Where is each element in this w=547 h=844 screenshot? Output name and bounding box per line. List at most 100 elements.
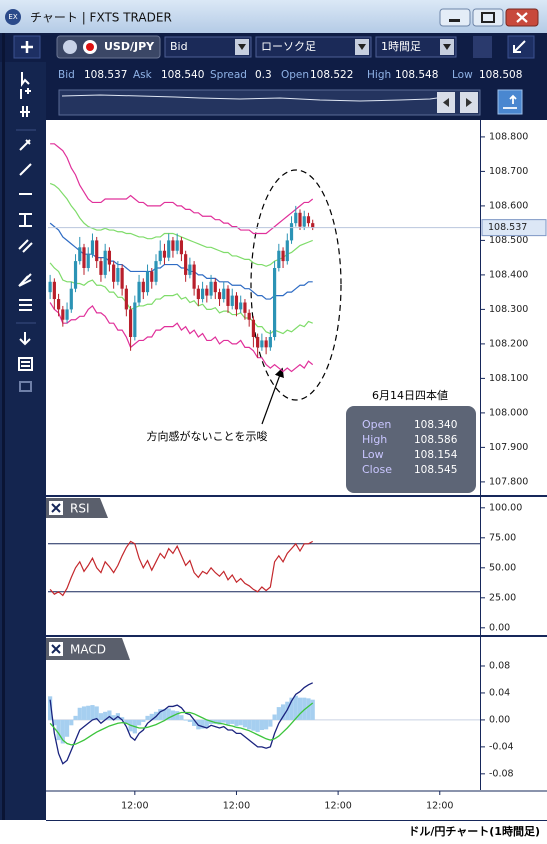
last-price-label: 108.537 [488,222,527,233]
histogram-bar [60,719,65,744]
info-label: Low [362,448,384,461]
y-tick-label: 108.300 [489,304,528,315]
histogram-bar [145,715,150,720]
candle-body [256,336,260,348]
minimize-button[interactable] [439,8,471,27]
scroll-toolbar-button[interactable] [473,36,492,58]
auto-scroll-button[interactable] [497,89,523,115]
fibo-tool[interactable] [19,299,32,311]
dropdown-arrow [358,44,366,50]
candle-body [247,312,251,320]
window-title: チャート | FXTS TRADER [30,11,172,25]
candle-body [188,264,192,275]
y-tick-label: 0.04 [489,687,510,698]
y-tick-label: -0.04 [489,741,514,752]
y-tick-label: 108.000 [489,407,528,418]
candle-body [289,223,294,241]
delete-tool[interactable] [19,332,31,346]
detach-button[interactable] [507,35,535,59]
histogram-bar [124,719,129,724]
candle-body [141,281,145,293]
fan-tool[interactable] [18,273,32,287]
candle-body [243,302,247,313]
y-tick-label: 0.00 [489,714,510,725]
candle-body [264,340,268,348]
hand-tool[interactable] [20,106,30,117]
candle-body [86,254,90,268]
candle-body [48,281,52,293]
histogram-bar [306,698,311,720]
y-tick-label: 50.00 [489,562,516,573]
histogram-bar [107,710,112,720]
histogram-bar [238,719,243,726]
candle-body [150,271,154,282]
candle-body [285,240,289,262]
chart-type-dropdown[interactable] [255,36,372,58]
candle-body [78,247,82,262]
camera-tool[interactable] [19,381,32,392]
y-tick-label: 108.800 [489,131,528,142]
vline-tool[interactable] [19,213,32,227]
histogram-bar [297,697,303,720]
quote-label: Ask [133,69,153,81]
info-label: Close [362,463,392,476]
candle-body [184,254,188,275]
timeframe-dropdown[interactable] [375,36,457,58]
tool-icons [18,72,33,392]
trend-tool[interactable] [19,139,31,151]
app-icon-text: EX [8,13,17,21]
candle-body [116,267,120,282]
maximize-icon [481,12,495,23]
series-line [49,682,313,765]
list-tool[interactable] [18,357,33,371]
y-tick-label: 107.800 [489,476,528,487]
histogram-bar [136,719,142,726]
crosshair-tool[interactable] [20,88,31,99]
cursor-tool[interactable] [21,72,30,87]
channel-tool[interactable] [18,239,33,253]
symbol-button[interactable] [56,35,161,59]
histogram-bar [217,719,222,725]
x-tick-label: 12:00 [426,801,453,812]
histogram-bar [225,719,231,725]
candle-body [294,212,298,224]
line-tool[interactable] [19,163,32,176]
window-border [2,33,5,820]
price-type-dropdown[interactable] [164,36,252,58]
histogram-bar [259,719,264,731]
histogram-bar [90,705,95,720]
app-icon [5,9,21,25]
histogram-bar [187,719,192,722]
dropdown-arrow [443,44,451,50]
candle-body [82,247,86,268]
highlight-ellipse [250,169,342,401]
histogram-bar [272,714,277,720]
candle-body [179,240,184,255]
candle-body [128,309,133,337]
y-tick-label: 100.00 [489,502,522,513]
histogram-bar [120,717,125,720]
band-line [49,302,314,373]
histogram-bar [149,713,154,720]
histogram-bar [221,719,226,723]
annotation-arrow [261,367,284,425]
histogram-bar [56,719,61,741]
candle-body [196,288,200,300]
minimize-icon [449,19,460,22]
quote-value: 0.3 [255,69,272,81]
candle-body [120,267,124,289]
navigator[interactable] [58,89,481,116]
histogram-bar [293,695,298,720]
maximize-button[interactable] [472,8,504,27]
candle-body [311,223,315,228]
candle-body [234,295,239,310]
candle-body [192,264,196,289]
panel-title: MACD [70,643,106,657]
quote-value: 108.537 [84,69,127,81]
auto-scroll-icon [503,94,517,109]
panel-title: RSI [70,502,90,516]
histogram-bar [268,719,273,727]
candle-body [226,288,230,306]
histogram-bar [86,705,91,720]
